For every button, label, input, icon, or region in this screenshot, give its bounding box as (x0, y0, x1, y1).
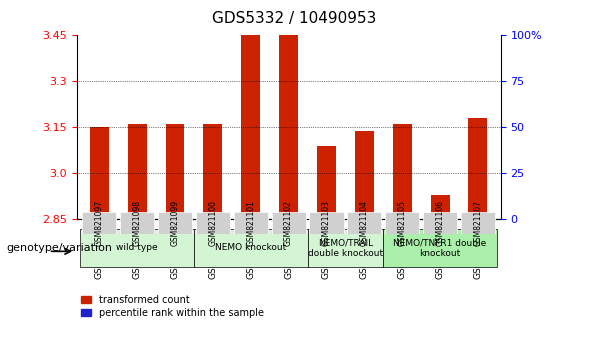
Text: NEMO knockout: NEMO knockout (215, 243, 286, 252)
FancyBboxPatch shape (461, 212, 495, 234)
FancyBboxPatch shape (82, 212, 117, 234)
Text: GSM821101: GSM821101 (246, 200, 255, 246)
Text: GSM821097: GSM821097 (95, 200, 104, 246)
Bar (241, 35, 260, 219)
Bar (355, 131, 374, 219)
Bar (279, 35, 298, 219)
Bar (468, 118, 487, 219)
Bar (90, 127, 109, 219)
FancyBboxPatch shape (309, 212, 343, 234)
FancyBboxPatch shape (120, 212, 154, 234)
FancyBboxPatch shape (80, 229, 194, 267)
FancyBboxPatch shape (158, 212, 192, 234)
Text: wild type: wild type (117, 243, 158, 252)
FancyBboxPatch shape (196, 212, 230, 234)
Text: genotype/variation: genotype/variation (6, 243, 112, 253)
Text: NEMO/TNFR1 double
knockout: NEMO/TNFR1 double knockout (393, 238, 487, 257)
Bar (203, 124, 223, 219)
FancyBboxPatch shape (385, 212, 419, 234)
Text: GSM821100: GSM821100 (209, 200, 217, 246)
Bar (317, 146, 336, 219)
Text: GSM821102: GSM821102 (284, 200, 293, 246)
Bar (128, 124, 147, 219)
Text: GSM821103: GSM821103 (322, 200, 331, 246)
Text: GSM821104: GSM821104 (360, 200, 369, 246)
FancyBboxPatch shape (307, 229, 383, 267)
FancyBboxPatch shape (383, 229, 497, 267)
Text: NEMO/TRAIL
double knockout: NEMO/TRAIL double knockout (308, 238, 383, 257)
Bar (393, 124, 412, 219)
FancyBboxPatch shape (194, 229, 307, 267)
Bar (166, 124, 184, 219)
Legend: transformed count, percentile rank within the sample: transformed count, percentile rank withi… (81, 295, 264, 318)
Text: GSM821106: GSM821106 (436, 200, 445, 246)
Text: GSM821107: GSM821107 (474, 200, 482, 246)
FancyBboxPatch shape (348, 212, 382, 234)
FancyBboxPatch shape (272, 212, 306, 234)
Bar (431, 195, 449, 219)
Text: GSM821099: GSM821099 (171, 200, 180, 246)
Text: GSM821098: GSM821098 (133, 200, 141, 246)
FancyBboxPatch shape (423, 212, 457, 234)
Text: GDS5332 / 10490953: GDS5332 / 10490953 (212, 11, 377, 25)
FancyBboxPatch shape (234, 212, 268, 234)
Text: GSM821105: GSM821105 (398, 200, 406, 246)
